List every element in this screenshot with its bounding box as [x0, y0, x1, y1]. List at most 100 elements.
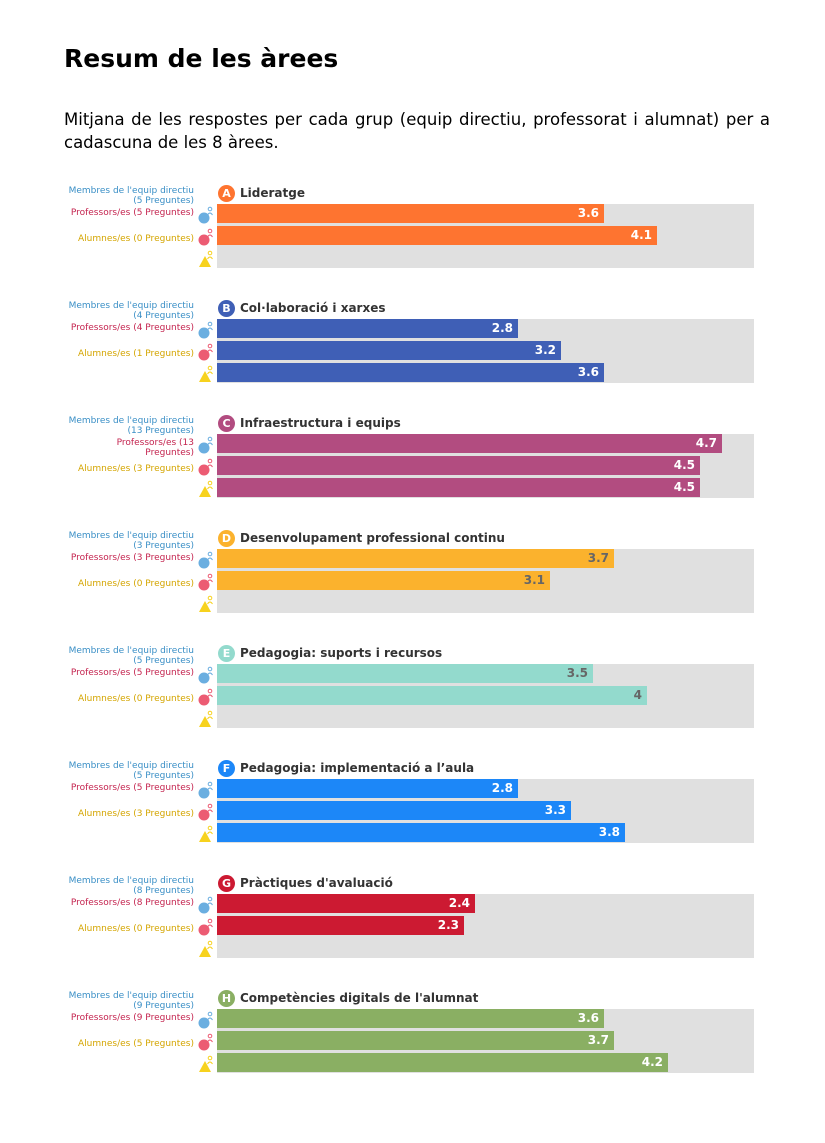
bar-value-label: 4	[633, 688, 642, 702]
area-letter-badge: G	[218, 874, 235, 892]
bar-value-label: 2.8	[491, 321, 513, 335]
row-label-line: Alumnes/es (1 Preguntes)	[78, 349, 194, 359]
area-letter-badge: E	[218, 644, 235, 662]
bar: 4.5	[217, 478, 700, 497]
bar: 4.7	[217, 434, 722, 453]
teachers-row-label: Professors/es (5 Preguntes)	[71, 783, 194, 793]
bar: 4.1	[217, 226, 657, 245]
area-c: C Infraestructura i equips Membres de l'eq…	[0, 414, 825, 514]
students-row-label: Alumnes/es (5 Preguntes)	[78, 1039, 194, 1049]
bar-track: 3.7 3.1	[217, 549, 754, 613]
bar-value-label: 3.6	[577, 1011, 599, 1025]
students-row-label: Alumnes/es (3 Preguntes)	[78, 809, 194, 819]
row-label-line: Alumnes/es (0 Preguntes)	[78, 234, 194, 244]
students-group-icon	[199, 480, 213, 497]
bar-track: 2.4 2.3	[217, 894, 754, 958]
row-label-line: Alumnes/es (5 Preguntes)	[78, 1039, 194, 1049]
area-letter-badge: C	[218, 414, 235, 432]
students-row-label: Alumnes/es (0 Preguntes)	[78, 579, 194, 589]
area-header: A Lideratge	[218, 184, 305, 202]
leaders-group-icon	[198, 551, 213, 569]
page-title: Resum de les àrees	[64, 44, 339, 73]
area-f: F Pedagogia: implementació a l’aula Membre…	[0, 759, 825, 859]
area-letter-badge: D	[218, 529, 235, 547]
area-header: E Pedagogia: suports i recursos	[218, 644, 442, 662]
leaders-row-label: Membres de l'equip directiu (3 Preguntes)	[69, 531, 194, 551]
area-name: Pràctiques d'avaluació	[240, 876, 393, 890]
area-letter-badge: B	[218, 299, 235, 317]
bar: 3.8	[217, 823, 625, 842]
teachers-group-icon	[198, 343, 213, 361]
area-name: Desenvolupament professional continu	[240, 531, 505, 545]
area-header: G Pràctiques d'avaluació	[218, 874, 393, 892]
leaders-row-label: Membres de l'equip directiu (8 Preguntes)	[69, 876, 194, 896]
leaders-group-icon	[198, 436, 213, 454]
row-label-line: (13 Preguntes)	[127, 426, 194, 436]
row-label-line: Membres de l'equip directiu	[68, 301, 194, 311]
teachers-group-icon	[198, 918, 213, 936]
area-letter-badge: H	[218, 989, 235, 1007]
area-name: Infraestructura i equips	[240, 416, 401, 430]
row-label-line: Professors/es (9 Preguntes)	[70, 1013, 194, 1023]
row-label-line: Professors/es (4 Preguntes)	[70, 323, 194, 333]
area-g: G Pràctiques d'avaluació Membres de l'equi…	[0, 874, 825, 974]
row-label-line: (8 Preguntes)	[133, 886, 194, 896]
row-label-line: (4 Preguntes)	[133, 311, 194, 321]
leaders-row-label: Membres de l'equip directiu (5 Preguntes)	[69, 186, 194, 206]
bar-track: 2.8 3.3 3.8	[217, 779, 754, 843]
area-header: D Desenvolupament professional continu	[218, 529, 505, 547]
area-name: Lideratge	[240, 186, 305, 200]
students-group-icon	[199, 710, 213, 727]
teachers-group-icon	[198, 573, 213, 591]
row-label-line: Membres de l'equip directiu	[68, 531, 194, 541]
row-label-line: Professors/es (5 Preguntes)	[70, 208, 194, 218]
row-label-line: Professors/es (13	[116, 438, 194, 448]
leaders-group-icon	[198, 321, 213, 339]
bar-track: 3.5 4	[217, 664, 754, 728]
bar-value-label: 3.8	[598, 825, 620, 839]
bar-value-label: 3.6	[577, 365, 599, 379]
teachers-row-label: Professors/es (13 Preguntes)	[117, 438, 194, 458]
students-group-icon	[199, 940, 213, 957]
teachers-row-label: Professors/es (5 Preguntes)	[71, 668, 194, 678]
row-label-line: Membres de l'equip directiu	[68, 761, 194, 771]
leaders-row-label: Membres de l'equip directiu (4 Preguntes)	[69, 301, 194, 321]
row-label-line: Membres de l'equip directiu	[68, 646, 194, 656]
leaders-row-label: Membres de l'equip directiu (5 Preguntes)	[69, 646, 194, 666]
row-label-line: Membres de l'equip directiu	[68, 186, 194, 196]
teachers-group-icon	[198, 458, 213, 476]
row-label-line: Membres de l'equip directiu	[68, 876, 194, 886]
bar-value-label: 2.8	[491, 781, 513, 795]
bar-value-label: 3.3	[544, 803, 566, 817]
area-name: Pedagogia: implementació a l’aula	[240, 761, 475, 775]
leaders-group-icon	[198, 206, 213, 224]
students-group-icon	[199, 825, 213, 842]
bar: 3.7	[217, 1031, 614, 1050]
bar-value-label: 2.4	[448, 896, 470, 910]
area-d: D Desenvolupament professional continu Mem…	[0, 529, 825, 629]
students-row-label: Alumnes/es (0 Preguntes)	[78, 234, 194, 244]
row-label-line: Preguntes)	[145, 448, 194, 458]
bar-value-label: 3.7	[587, 551, 609, 565]
bar: 4	[217, 686, 647, 705]
page-subtitle: Mitjana de les respostes per cada grup (…	[64, 110, 770, 152]
area-letter-badge: A	[218, 184, 235, 202]
row-label-line: Professors/es (8 Preguntes)	[70, 898, 194, 908]
bar: 2.3	[217, 916, 464, 935]
teachers-row-label: Professors/es (3 Preguntes)	[71, 553, 194, 563]
bar: 3.6	[217, 363, 604, 382]
students-group-icon	[199, 595, 213, 612]
area-name: Col·laboració i xarxes	[240, 301, 386, 315]
area-e: E Pedagogia: suports i recursos Membres de…	[0, 644, 825, 744]
leaders-group-icon	[198, 666, 213, 684]
row-label-line: Membres de l'equip directiu	[68, 991, 194, 1001]
teachers-row-label: Professors/es (8 Preguntes)	[71, 898, 194, 908]
bar-track: 4.7 4.5 4.5	[217, 434, 754, 498]
area-header: B Col·laboració i xarxes	[218, 299, 386, 317]
leaders-group-icon	[198, 896, 213, 914]
bar-value-label: 2.3	[437, 918, 459, 932]
students-row-label: Alumnes/es (0 Preguntes)	[78, 694, 194, 704]
row-label-line: (9 Preguntes)	[133, 1001, 194, 1011]
bar-track: 3.6 3.7 4.2	[217, 1009, 754, 1073]
bar: 3.5	[217, 664, 593, 683]
